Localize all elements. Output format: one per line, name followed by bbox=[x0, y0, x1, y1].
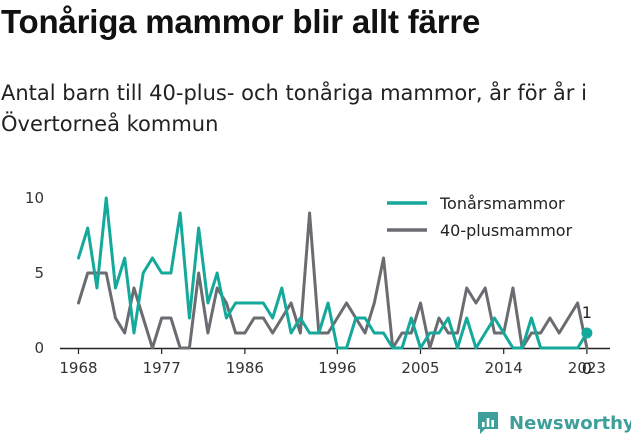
chart-legend: Tonårsmammor 40-plusmammor bbox=[387, 194, 573, 240]
legend-label-40-plusmammor: 40-plusmammor bbox=[440, 221, 573, 240]
brand-logo: Newsworthy bbox=[476, 409, 631, 437]
x-tick-label: 1968 bbox=[59, 359, 97, 377]
chart-subtitle: Antal barn till 40-plus- och tonåriga ma… bbox=[1, 81, 587, 136]
x-tick-label: 2014 bbox=[485, 359, 523, 377]
brand-name: Newsworthy bbox=[509, 412, 631, 434]
x-tick-label: 1986 bbox=[226, 359, 264, 377]
y-tick-label: 5 bbox=[34, 264, 44, 282]
end-label-40-plusmammor: 0 bbox=[582, 359, 592, 378]
legend-label-tonarsmammor: Tonårsmammor bbox=[439, 194, 565, 213]
end-label-tonarsmammor: 1 bbox=[582, 303, 592, 322]
newsworthy-logo-icon bbox=[478, 412, 498, 434]
chart-end-labels: 10 bbox=[581, 303, 593, 378]
x-tick-label: 2023 bbox=[568, 359, 606, 377]
y-tick-label: 0 bbox=[34, 339, 44, 357]
x-tick-label: 1977 bbox=[143, 359, 181, 377]
x-tick-label: 2005 bbox=[401, 359, 439, 377]
x-tick-label: 1996 bbox=[318, 359, 356, 377]
chart-series bbox=[76, 196, 589, 350]
end-point-tonarsmammor bbox=[581, 327, 593, 339]
y-tick-label: 10 bbox=[25, 189, 44, 207]
series-line-tonarsmammor bbox=[76, 196, 589, 350]
chart-title: Tonåriga mammor blir allt färre bbox=[1, 3, 481, 40]
